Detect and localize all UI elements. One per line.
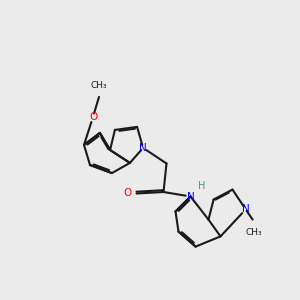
Text: O: O xyxy=(124,188,132,199)
Text: CH₃: CH₃ xyxy=(246,228,262,237)
Text: N: N xyxy=(242,204,250,214)
Text: N: N xyxy=(187,191,194,202)
Text: CH₃: CH₃ xyxy=(91,81,107,90)
Text: N: N xyxy=(139,143,147,153)
Text: O: O xyxy=(89,112,97,122)
Text: H: H xyxy=(198,181,206,191)
